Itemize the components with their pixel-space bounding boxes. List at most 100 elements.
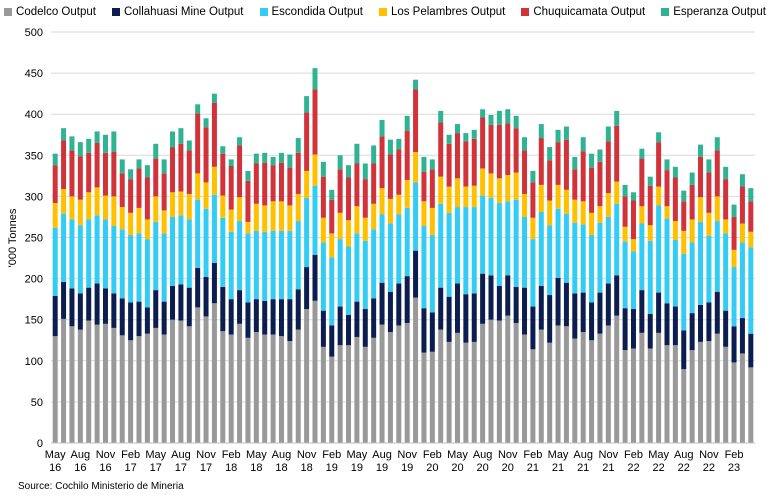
bar-segment-3 bbox=[580, 201, 586, 225]
x-tick-label: Feb 19 bbox=[322, 449, 341, 474]
bar-segment-1 bbox=[287, 299, 293, 342]
y-tick-label: 250 bbox=[25, 233, 43, 245]
bar-segment-2 bbox=[605, 216, 611, 284]
bar-segment-1 bbox=[421, 308, 427, 353]
bar-segment-4 bbox=[287, 167, 293, 206]
bar-segment-1 bbox=[320, 310, 326, 347]
bar-segment-5 bbox=[136, 159, 142, 169]
bar-segment-2 bbox=[438, 203, 444, 288]
bar-segment-0 bbox=[371, 337, 377, 443]
bar-segment-0 bbox=[128, 340, 134, 443]
y-axis-label: '000 Tonnes bbox=[7, 208, 19, 267]
bar-segment-2 bbox=[186, 219, 192, 288]
x-tick-label: Feb 18 bbox=[222, 449, 241, 474]
bar-segment-3 bbox=[413, 152, 419, 183]
bar-segment-1 bbox=[111, 293, 117, 328]
bar-segment-4 bbox=[480, 117, 486, 169]
x-tick-label: May 17 bbox=[145, 449, 166, 474]
bar-segment-3 bbox=[681, 230, 687, 254]
bar-segment-3 bbox=[237, 197, 243, 222]
bar-segment-3 bbox=[706, 212, 712, 236]
bar-segment-5 bbox=[86, 138, 92, 153]
bar-segment-3 bbox=[153, 196, 159, 222]
legend-item: Collahuasi Mine Output bbox=[111, 6, 244, 18]
bar-segment-2 bbox=[630, 251, 636, 310]
bar-segment-2 bbox=[77, 225, 83, 294]
bar-segment-0 bbox=[605, 325, 611, 443]
x-tick-label: Nov 22 bbox=[699, 449, 719, 474]
bar-segment-5 bbox=[555, 129, 561, 143]
bar-segment-4 bbox=[195, 113, 201, 174]
bar-segment-0 bbox=[538, 329, 544, 443]
bar-segment-3 bbox=[572, 199, 578, 223]
bar-segment-4 bbox=[496, 124, 502, 179]
bar-segment-0 bbox=[639, 332, 645, 443]
bar-segment-0 bbox=[421, 352, 427, 443]
bar-segment-2 bbox=[195, 199, 201, 268]
bar-segment-0 bbox=[270, 334, 276, 443]
x-tick-label: Aug 16 bbox=[71, 449, 91, 474]
bar-segment-0 bbox=[203, 316, 209, 443]
x-tick-label: Nov 18 bbox=[297, 449, 317, 474]
bar-segment-3 bbox=[748, 231, 754, 248]
bar-segment-0 bbox=[463, 342, 469, 443]
bar-segment-1 bbox=[681, 330, 687, 370]
legend-label: Chuquicamata Output bbox=[533, 6, 646, 18]
bar-segment-1 bbox=[295, 289, 301, 330]
bar-segment-5 bbox=[287, 154, 293, 168]
bar-segment-4 bbox=[320, 176, 326, 218]
bar-segment-5 bbox=[396, 138, 402, 150]
bar-segment-3 bbox=[630, 239, 636, 252]
bar-segment-4 bbox=[614, 125, 620, 182]
bar-segment-5 bbox=[354, 143, 360, 164]
bar-segment-2 bbox=[329, 257, 335, 326]
bar-segment-2 bbox=[262, 231, 268, 301]
bar-segment-4 bbox=[580, 151, 586, 202]
bar-segment-0 bbox=[723, 346, 729, 443]
bar-segment-3 bbox=[69, 196, 75, 220]
bar-segment-0 bbox=[664, 345, 670, 443]
bar-segment-5 bbox=[195, 104, 201, 114]
bar-segment-4 bbox=[689, 184, 695, 220]
bar-segment-5 bbox=[748, 188, 754, 202]
bar-segment-0 bbox=[144, 333, 150, 443]
bar-segment-2 bbox=[337, 239, 343, 307]
bar-segment-0 bbox=[614, 315, 620, 443]
bar-segment-4 bbox=[471, 138, 477, 186]
bar-segment-0 bbox=[413, 297, 419, 443]
bar-segment-0 bbox=[505, 315, 511, 443]
bar-segment-2 bbox=[530, 239, 536, 307]
bar-segment-1 bbox=[161, 301, 167, 335]
bar-segment-2 bbox=[672, 239, 678, 307]
bar-segment-5 bbox=[94, 131, 100, 143]
bar-segment-2 bbox=[488, 198, 494, 276]
bar-segment-3 bbox=[77, 199, 83, 226]
bar-segment-4 bbox=[639, 158, 645, 207]
bar-segment-3 bbox=[52, 202, 58, 228]
bar-segment-1 bbox=[505, 275, 511, 316]
bar-segment-3 bbox=[723, 219, 729, 234]
bar-segment-1 bbox=[555, 277, 561, 326]
bar-segment-3 bbox=[304, 170, 310, 199]
bar-segment-0 bbox=[161, 334, 167, 443]
bar-segment-5 bbox=[278, 152, 284, 163]
bar-segment-0 bbox=[656, 332, 662, 443]
x-tick-label: Aug 17 bbox=[171, 449, 191, 474]
y-tick-label: 0 bbox=[37, 438, 43, 450]
bar-segment-3 bbox=[471, 185, 477, 208]
bar-segment-3 bbox=[278, 201, 284, 231]
x-tick-label: Nov 17 bbox=[196, 449, 216, 474]
bar-segment-2 bbox=[178, 215, 184, 285]
bar-segment-2 bbox=[387, 223, 393, 292]
bar-segment-3 bbox=[614, 181, 620, 204]
bar-segment-3 bbox=[664, 206, 670, 219]
bar-segment-3 bbox=[530, 217, 536, 240]
legend-item: Chuquicamata Output bbox=[521, 6, 645, 18]
bar-segment-2 bbox=[731, 267, 737, 327]
bar-segment-5 bbox=[589, 153, 595, 168]
bar-segment-0 bbox=[563, 326, 569, 443]
bar-segment-0 bbox=[396, 325, 402, 443]
bar-segment-0 bbox=[354, 336, 360, 443]
bar-segment-4 bbox=[706, 172, 712, 213]
bar-segment-2 bbox=[614, 203, 620, 276]
